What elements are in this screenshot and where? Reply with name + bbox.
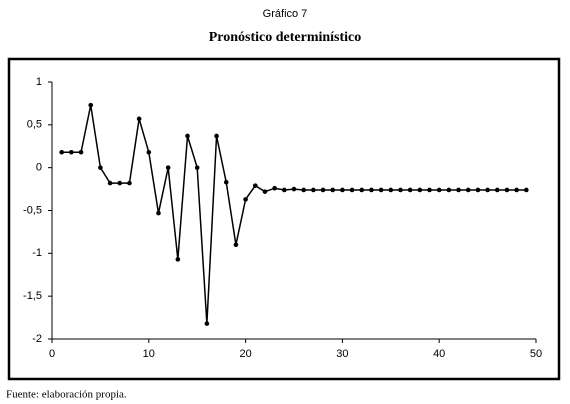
data-point [349,187,355,193]
data-point [127,180,132,186]
data-point [330,187,336,193]
data-point [107,180,113,186]
data-point [494,187,500,193]
y-tick-label: -1 [32,247,42,259]
data-point [233,242,239,248]
y-tick-label: -1,5 [23,290,42,302]
data-point [320,187,326,193]
chart-header: Gráfico 7 [263,8,308,20]
data-point [146,149,152,155]
data-point [98,165,103,170]
y-tick-label: -0,5 [23,204,42,216]
data-point [175,257,181,262]
data-point [117,180,123,186]
data-point [291,186,297,192]
data-point [282,187,287,193]
data-point [272,185,277,191]
data-point [359,187,365,193]
data-point [504,187,510,193]
x-tick-label: 20 [239,348,251,360]
data-point [262,189,268,194]
y-tick-label: 0 [36,162,42,174]
data-point [185,133,190,139]
data-point [485,187,490,193]
data-line [61,104,527,324]
x-tick-label: 50 [530,348,542,360]
data-point [301,187,306,193]
data-point [78,149,84,155]
data-point [427,187,432,193]
data-point [369,187,374,193]
data-point [436,187,442,193]
chart-title: Pronóstico determinístico [209,30,362,45]
data-point [524,187,529,193]
x-tick-label: 40 [433,348,445,360]
y-tick-label: -2 [32,333,42,345]
data-point [223,179,229,185]
data-point [204,321,210,326]
chart-frame [7,57,561,381]
data-point [378,187,384,193]
data-point [417,187,423,193]
data-point [136,116,142,122]
y-tick-label: 0,5 [27,119,42,131]
data-point [156,210,161,216]
data-point [514,187,519,193]
data-point [243,197,248,202]
data-point [465,187,471,193]
data-point [59,149,64,155]
data-point [69,149,74,155]
x-tick-label: 30 [336,348,348,360]
data-point [475,187,481,193]
data-point [165,165,171,170]
data-point [388,187,394,193]
x-tick-label: 10 [143,348,155,360]
data-point [194,165,200,170]
data-point [340,187,345,193]
y-tick-label: 1 [36,76,42,88]
x-tick-label: 0 [49,348,55,360]
data-point [214,133,219,139]
data-point [311,187,316,193]
data-point [252,183,258,188]
data-point [456,187,461,193]
data-point [407,187,413,193]
data-point [398,187,403,193]
data-point [446,187,452,193]
data-point [88,102,94,108]
footer-note: Fuente: elaboración propia. [6,389,127,401]
